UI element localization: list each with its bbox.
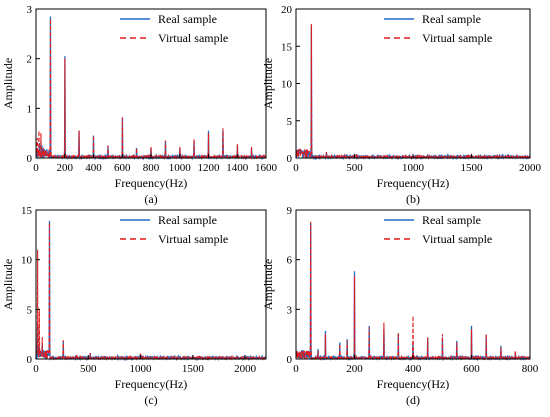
legend-real-sample-label: Real sample [422, 213, 481, 227]
x-tick-label: 500 [346, 162, 363, 174]
panel-a: 0 200 400 600 800 1000 1200 1400 1600 0 1 2 3 Frequen… [1, 4, 278, 206]
x-tick-label: 1200 [198, 162, 221, 174]
series-virtual-sample-line [295, 221, 531, 361]
x-tick-label: 1600 [255, 162, 278, 174]
x-tick-label: 1400 [226, 162, 249, 174]
y-tick-label: 6 [287, 255, 293, 267]
panel-c: 0 500 1000 1500 2000 0 5 10 15 Frequency(Hz) Ampli… [1, 205, 267, 407]
y-tick-label: 9 [287, 205, 293, 217]
y-tick-label: 10 [281, 79, 293, 91]
plot-frame [35, 209, 267, 360]
series-virtual-sample-line [295, 23, 531, 161]
legend-virtual-sample-label: Virtual sample [158, 232, 228, 246]
legend-real-sample-label: Real sample [422, 12, 481, 26]
x-tick-label: 0 [293, 363, 299, 375]
series-real-sample-line [35, 220, 267, 362]
plot-frame [295, 8, 531, 159]
y-tick-label: 15 [281, 41, 293, 53]
legend-real-sample-label: Real sample [158, 12, 217, 26]
x-tick-label: 600 [463, 363, 480, 375]
y-axis-label: Amplitude [1, 58, 15, 109]
x-tick-label: 1500 [461, 162, 484, 174]
y-tick-label: 5 [27, 304, 33, 316]
x-tick-label: 400 [405, 363, 422, 375]
x-tick-label: 1000 [169, 162, 192, 174]
y-tick-label: 5 [287, 116, 293, 128]
x-tick-label: 1000 [130, 363, 153, 375]
y-tick-label: 0 [27, 153, 33, 165]
x-axis-label: Frequency(Hz) [377, 176, 450, 190]
series-virtual-sample-line [35, 222, 267, 362]
x-tick-label: 500 [80, 363, 97, 375]
x-tick-label: 2000 [519, 162, 542, 174]
y-tick-label: 3 [27, 4, 33, 16]
x-tick-label: 800 [143, 162, 160, 174]
panel-label: (c) [144, 393, 157, 407]
panel-d: 0 200 400 600 800 0 3 6 9 Frequency(Hz) Amplitude (… [261, 205, 539, 407]
y-tick-label: 0 [287, 354, 293, 366]
x-axis-label: Frequency(Hz) [377, 377, 450, 391]
x-tick-label: 400 [85, 162, 102, 174]
y-tick-label: 0 [287, 153, 293, 165]
panel-label: (b) [406, 192, 420, 206]
panel-label: (a) [144, 192, 157, 206]
panel-b: 0 500 1000 1500 2000 0 5 10 15 20 Frequency(Hz) Amp… [261, 4, 542, 206]
y-tick-label: 1 [27, 103, 33, 115]
x-tick-label: 2000 [234, 363, 257, 375]
y-tick-label: 20 [281, 4, 293, 16]
x-tick-label: 0 [33, 162, 39, 174]
x-tick-label: 800 [522, 363, 539, 375]
y-axis-label: Amplitude [1, 259, 15, 310]
y-axis-label: Amplitude [261, 58, 275, 109]
legend-virtual-sample-label: Virtual sample [422, 31, 492, 45]
legend-real-sample-label: Real sample [158, 213, 217, 227]
x-tick-label: 1000 [402, 162, 425, 174]
legend-virtual-sample-label: Virtual sample [158, 31, 228, 45]
x-tick-label: 0 [33, 363, 39, 375]
y-axis-label: Amplitude [261, 259, 275, 310]
y-tick-label: 10 [21, 255, 33, 267]
x-tick-label: 0 [293, 162, 299, 174]
y-tick-label: 3 [287, 304, 293, 316]
series-real-sample-line [295, 25, 531, 161]
x-tick-label: 200 [57, 162, 74, 174]
y-tick-label: 2 [27, 54, 33, 66]
series-real-sample-line [35, 16, 267, 161]
y-tick-label: 0 [27, 354, 33, 366]
x-tick-label: 1500 [182, 363, 205, 375]
plot-frame [35, 8, 267, 159]
series-virtual-sample-line [35, 18, 267, 161]
legend-virtual-sample-label: Virtual sample [422, 232, 492, 246]
y-tick-label: 15 [21, 205, 33, 217]
x-tick-label: 600 [114, 162, 131, 174]
x-axis-label: Frequency(Hz) [115, 176, 188, 190]
panel-label: (d) [406, 393, 420, 407]
x-tick-label: 200 [346, 363, 363, 375]
x-axis-label: Frequency(Hz) [115, 377, 188, 391]
